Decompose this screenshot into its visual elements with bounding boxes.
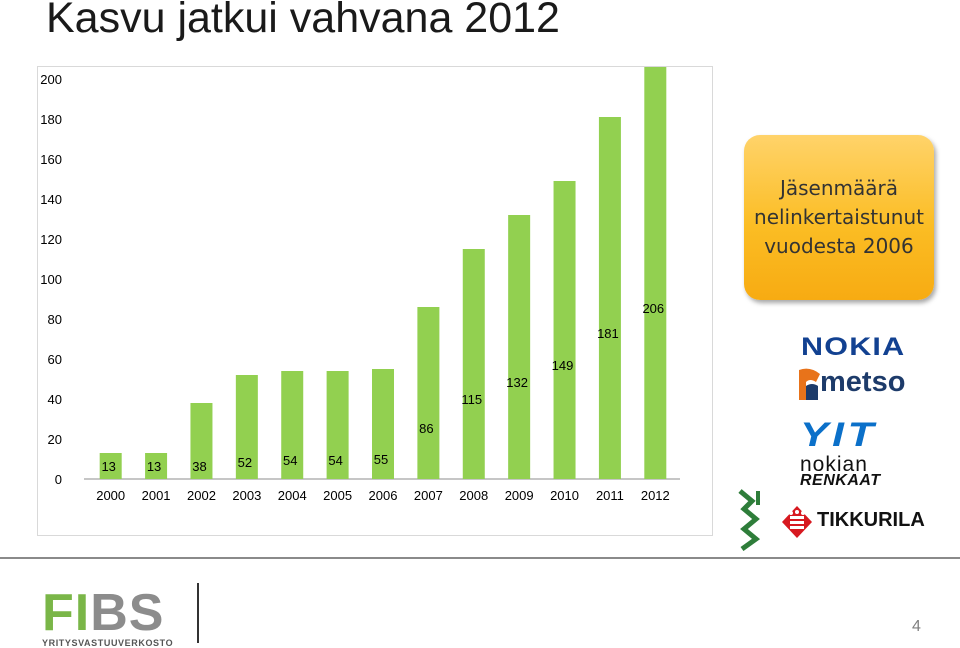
y-tick-label: 60 [48,352,62,367]
callout-text: Jäsenmäärä nelinkertaistunut vuodesta 20… [754,176,924,258]
x-tick-label: 2004 [278,488,307,503]
x-tick-label: 2006 [369,488,398,503]
x-tick-label: 2007 [414,488,443,503]
data-label: 54 [283,453,297,468]
y-tick-label: 200 [40,72,62,87]
x-tick-label: 2001 [142,488,171,503]
nokia-logo: NOKIA [801,333,906,361]
x-tick-label: 2000 [96,488,125,503]
nokian-logo-line1: nokian [800,453,868,476]
fibs-logo: FIBS YRITYSVASTUUVERKOSTO [42,587,174,648]
data-label: 206 [642,301,664,316]
fibs-logo-part-gray: BS [90,584,165,642]
bar [281,371,304,479]
y-tick-label: 20 [48,432,62,447]
footer-divider [0,557,960,559]
x-tick-label: 2011 [596,488,624,503]
x-tick-label: 2008 [459,488,488,503]
metso-logo: metso [796,366,911,402]
nokian-renkaat-logo: nokian RENKAAT [800,453,912,489]
bar [190,403,213,479]
fibs-logo-text: FIBS [42,587,173,639]
data-label: 149 [552,358,574,373]
page-number: 4 [912,618,921,635]
bar [598,117,621,479]
nokian-logo-line2: RENKAAT [800,472,881,489]
bar [553,181,576,479]
y-tick-label: 80 [48,312,62,327]
tikkurila-crown-icon [782,506,812,538]
data-label: 55 [374,452,388,467]
y-tick-label: 120 [40,232,62,247]
x-tick-label: 2010 [550,488,579,503]
tikkurila-logo: TIKKURILA [781,505,936,539]
slide-title: Kasvu jatkui vahvana 2012 [46,0,560,42]
data-label: 86 [419,421,433,436]
y-tick-label: 160 [40,152,62,167]
bar [145,453,168,479]
data-label: 13 [147,459,161,474]
fibs-logo-part-green: FI [42,584,91,642]
fibs-logo-subtitle: YRITYSVASTUUVERKOSTO [42,638,174,648]
x-tick-label: 2009 [505,488,534,503]
bar [99,453,122,479]
y-tick-label: 180 [40,112,62,127]
x-tick-label: 2002 [187,488,216,503]
x-tick-label: 2005 [323,488,352,503]
bar [462,249,485,479]
data-label: 181 [597,326,619,341]
data-label: 115 [461,392,482,407]
y-tick-label: 40 [48,392,62,407]
data-label: 54 [328,453,342,468]
bar [326,371,349,479]
data-label: 132 [506,375,528,390]
metso-logo-text: metso [820,366,906,398]
member-growth-callout: Jäsenmäärä nelinkertaistunut vuodesta 20… [744,135,934,300]
bar [235,375,258,479]
bar [372,369,394,479]
data-label: 38 [192,459,206,474]
x-tick-label: 2012 [641,488,670,503]
data-label: 52 [238,455,252,470]
bar [644,67,667,479]
tikkurila-logo-text: TIKKURILA [817,509,925,531]
y-tick-label: 140 [40,192,62,207]
y-tick-label: 0 [55,472,62,487]
yit-logo: YIT [800,416,878,454]
bar-chart: 0 20 40 60 80 100 120 140 160 180 200 13 2000 13 2001 3… [37,66,713,536]
chart-svg: 0 20 40 60 80 100 120 140 160 180 200 13 2000 13 2001 3… [40,67,680,503]
bar [417,307,440,479]
bar [508,215,531,479]
x-tick-label: 2003 [232,488,261,503]
stora-enso-icon [738,489,761,551]
metso-mark-icon [799,368,820,400]
fibs-vertical-divider [197,583,199,643]
data-label: 13 [101,459,115,474]
y-tick-label: 100 [40,272,62,287]
